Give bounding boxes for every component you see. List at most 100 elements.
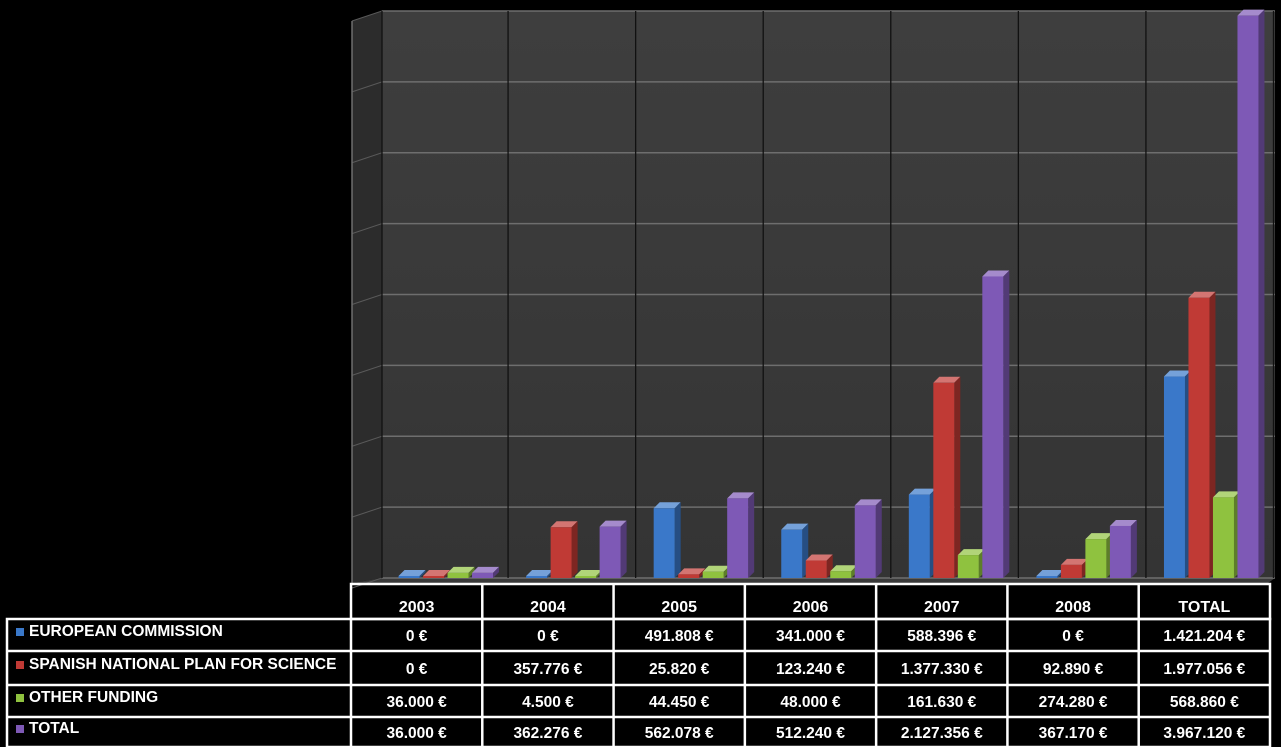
data-label: 0 €	[537, 628, 559, 645]
gridline-side	[351, 364, 383, 376]
data-label: 4.500 €	[522, 694, 574, 711]
data-label: 36.000 €	[386, 694, 447, 711]
bar	[1188, 291, 1216, 578]
data-label: 588.396 €	[907, 628, 976, 645]
bar-top	[1163, 370, 1191, 377]
bar-front	[447, 572, 469, 578]
category-label: 2004	[530, 599, 566, 616]
bar-front	[727, 498, 749, 578]
data-label: 274.280 €	[1039, 694, 1108, 711]
data-label: 367.170 €	[1039, 725, 1108, 742]
bar-top	[830, 565, 858, 572]
bar	[781, 523, 809, 578]
bar-top	[599, 520, 627, 527]
legend-label: TOTAL	[29, 720, 79, 737]
bar-top	[957, 549, 985, 556]
bar-top	[398, 570, 426, 576]
bar-side	[468, 566, 475, 578]
bar-top	[854, 499, 882, 506]
bar-side	[1130, 519, 1137, 578]
bar	[933, 376, 961, 578]
bar	[653, 502, 681, 578]
bar-top	[908, 488, 936, 495]
bar-top	[1109, 519, 1137, 526]
data-label: 161.630 €	[907, 694, 976, 711]
legend-swatch	[16, 661, 24, 669]
gridline-side	[351, 152, 383, 164]
plot-floor	[352, 578, 1275, 583]
bar-side	[620, 520, 627, 578]
bar-front	[982, 276, 1004, 578]
data-label: 568.860 €	[1170, 694, 1239, 711]
bar-top	[702, 565, 730, 572]
bar-side	[875, 499, 882, 578]
legend-entry: OTHER FUNDING	[16, 689, 158, 706]
legend-swatch	[16, 694, 24, 702]
data-label: 3.967.120 €	[1163, 725, 1245, 742]
data-label: 491.808 €	[645, 628, 714, 645]
data-label: 123.240 €	[776, 661, 845, 678]
bar-top	[447, 566, 475, 573]
bar	[957, 549, 985, 578]
bar	[472, 566, 500, 578]
bar-front	[1109, 525, 1131, 578]
bar-side	[954, 376, 961, 578]
plot-wall	[352, 11, 1275, 583]
bar-side	[1258, 9, 1265, 578]
gridline-side	[351, 294, 383, 305]
legend-label: OTHER FUNDING	[29, 689, 158, 706]
bar-top	[805, 554, 833, 561]
bar-front	[1212, 497, 1234, 578]
data-label: 1.977.056 €	[1163, 661, 1245, 678]
bar-front	[702, 571, 724, 578]
bar	[1085, 533, 1113, 578]
category-label: 2008	[1055, 599, 1091, 616]
side-wall	[352, 11, 382, 583]
legend-swatch	[16, 725, 24, 733]
gridline-side	[351, 506, 383, 518]
bar-top	[1188, 291, 1216, 298]
gridlines	[351, 10, 1275, 589]
bar-top	[933, 376, 961, 383]
category-label: 2005	[661, 599, 697, 616]
data-label: 1.377.330 €	[901, 661, 983, 678]
bar-top	[1036, 570, 1064, 576]
bar	[908, 488, 936, 578]
bar-front	[423, 576, 445, 578]
bar	[599, 520, 627, 578]
gridline-side	[351, 81, 383, 93]
bar-front	[1036, 576, 1058, 578]
bar-top	[781, 523, 809, 530]
data-label: 44.450 €	[649, 694, 710, 711]
data-label: 341.000 €	[776, 628, 845, 645]
bar-front	[599, 526, 621, 578]
data-table: 2003 2004 2005 2006 2007 2008 TOTAL EUROPEAN CO…	[5, 582, 1272, 747]
bar	[727, 492, 755, 578]
data-label: 357.776 €	[513, 661, 582, 678]
bar-front	[1060, 564, 1082, 578]
data-label: 25.820 €	[649, 661, 710, 678]
bars	[398, 9, 1265, 578]
bar	[982, 270, 1010, 578]
gridline-side	[351, 223, 383, 235]
category-label: 2006	[793, 599, 829, 616]
data-label: 36.000 €	[386, 725, 447, 742]
bar	[447, 566, 475, 578]
bar-front	[781, 529, 803, 578]
data-label: 512.240 €	[776, 725, 845, 742]
bar-top	[1060, 558, 1088, 565]
bar-front	[472, 572, 494, 578]
bar-side	[493, 566, 500, 578]
bar-side	[674, 502, 681, 578]
bar	[1163, 370, 1191, 578]
bar-front	[1163, 376, 1185, 578]
bar	[398, 570, 426, 578]
bar-top	[575, 570, 603, 576]
legend-entry: SPANISH NATIONAL PLAN FOR SCIENCE	[16, 656, 336, 673]
bar-top	[1212, 491, 1240, 498]
bar-front	[805, 560, 827, 578]
bar-side	[1003, 270, 1010, 578]
data-label: 562.078 €	[645, 725, 714, 742]
bar-side	[748, 492, 755, 578]
